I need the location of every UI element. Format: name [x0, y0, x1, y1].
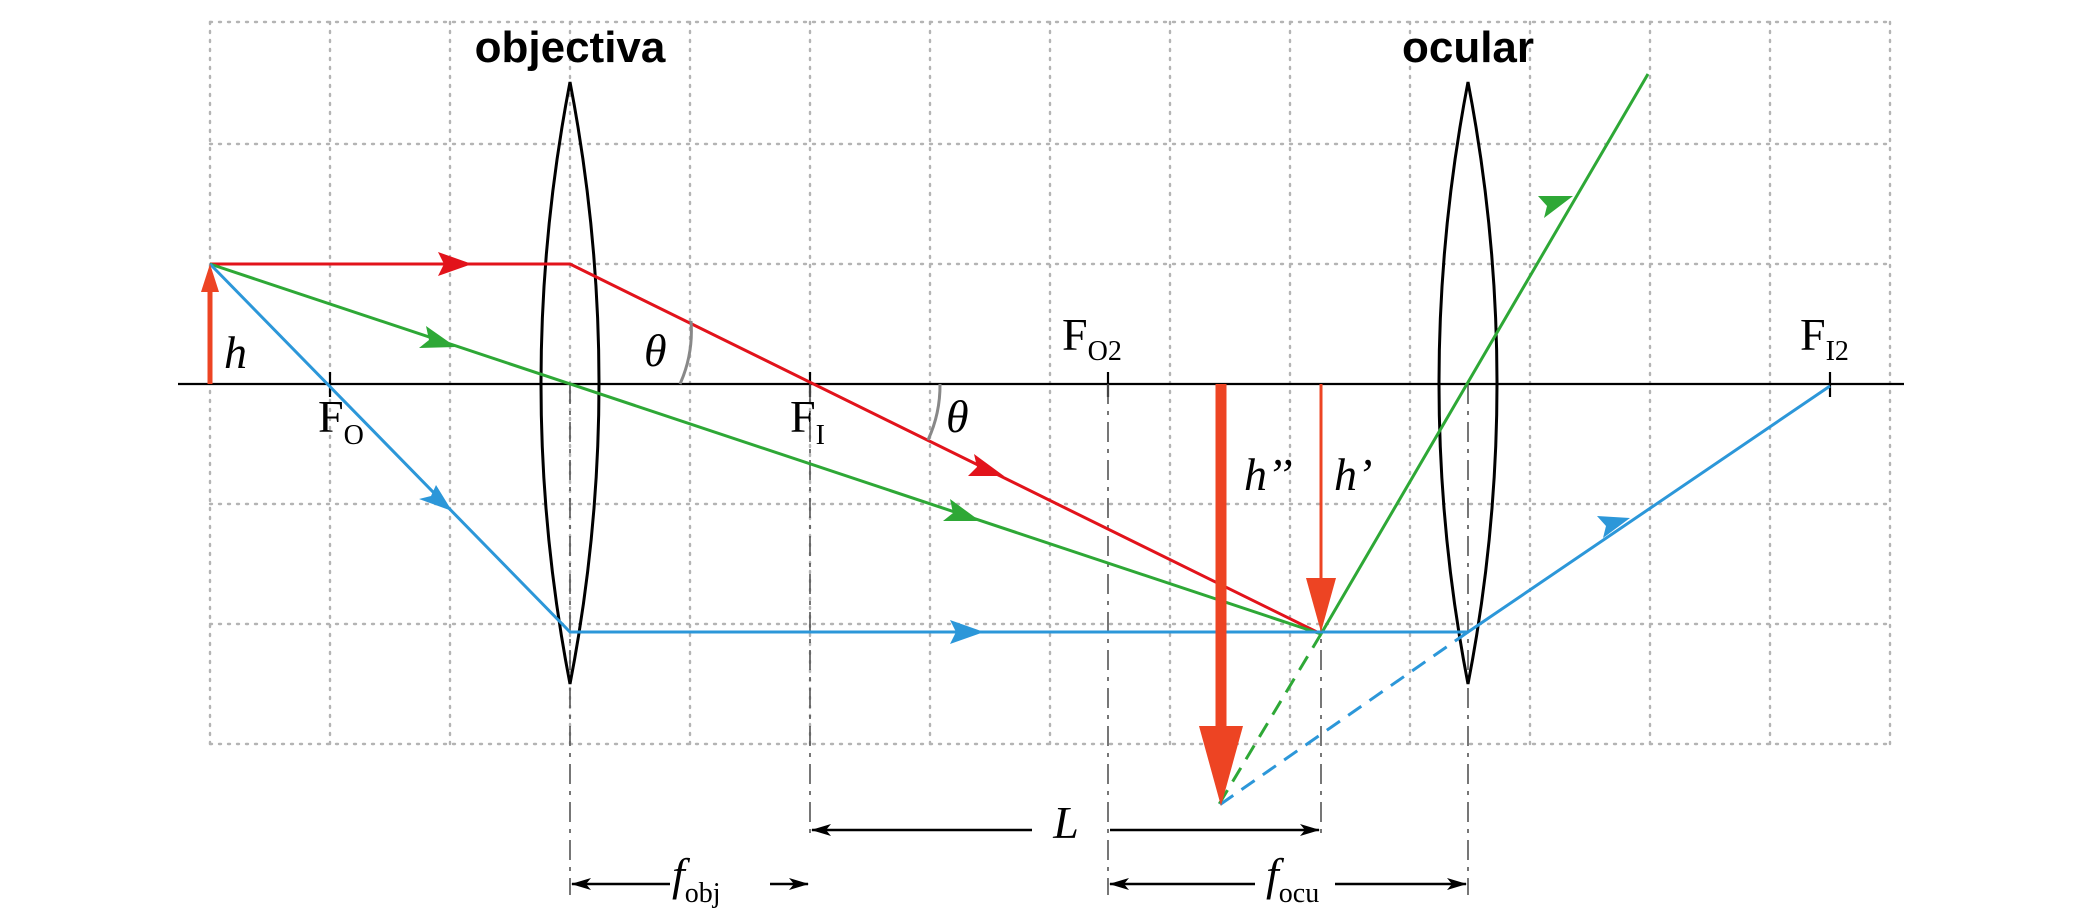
focal-point-fi-label: FI: [790, 391, 825, 451]
red-ray: [210, 262, 1322, 636]
final-image-height-label: h’’: [1244, 449, 1293, 500]
intermediate-image-arrow: [1306, 384, 1336, 632]
eyepiece-label: ocular: [1402, 23, 1534, 72]
object-height-label: h: [224, 327, 247, 378]
f-obj-label: fobj: [672, 849, 721, 909]
focal-point-fo2-label: FO2: [1062, 309, 1122, 367]
blue-ray: [208, 262, 1831, 634]
green-ray-in: [209, 262, 1322, 636]
objective-label: objectiva: [475, 23, 666, 72]
focal-point-fi2-label: FI2: [1800, 309, 1849, 367]
focal-point-fo-label: FO: [318, 391, 364, 451]
angle-label-1: θ: [644, 325, 667, 376]
length-label: L: [1052, 797, 1079, 848]
intermediate-image-height-label: h’: [1334, 449, 1372, 500]
ray-direction-arrows: [419, 196, 1630, 644]
angle-label-2: θ: [946, 391, 969, 442]
blue-virtual-extension: [1217, 630, 1469, 808]
green-virtual-extension: [1216, 633, 1323, 807]
angle-arc-2: [926, 383, 942, 441]
green-ray-out: [1319, 73, 1650, 635]
dimension-arrows: [571, 824, 1467, 890]
angle-arc-1: [678, 320, 693, 385]
eyepiece-lens: [1437, 81, 1499, 685]
object-arrow: [201, 264, 219, 384]
reference-guide-lines: [569, 384, 1469, 895]
f-ocu-label: focu: [1266, 849, 1319, 909]
final-image-arrow: [1199, 384, 1243, 806]
